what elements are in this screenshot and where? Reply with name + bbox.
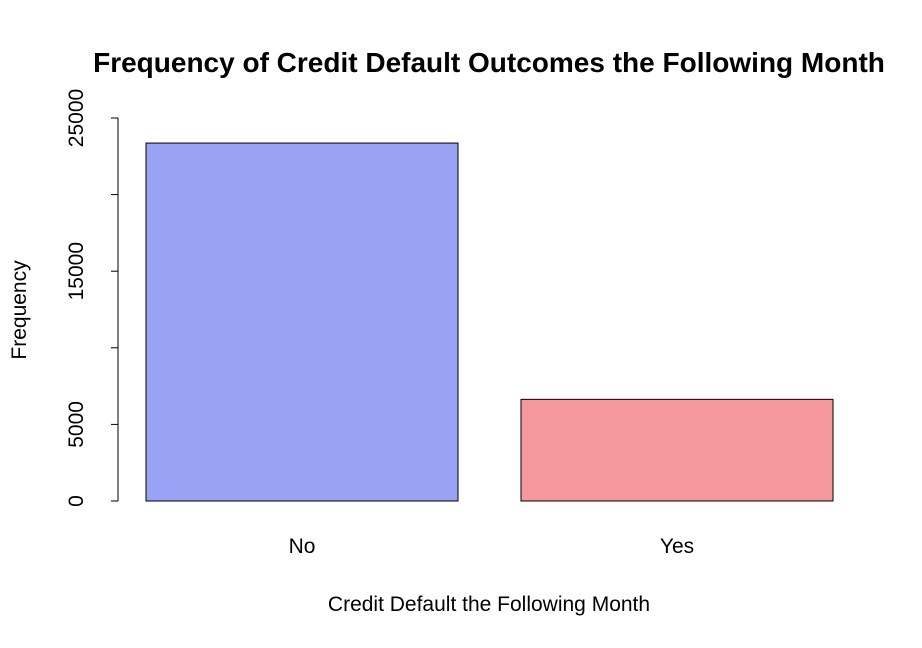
bars: [145, 142, 834, 502]
x-tick-label-no: No: [289, 535, 316, 558]
y-tick-label-5000: 5000: [65, 401, 88, 448]
bar-no: [145, 142, 459, 502]
y-axis: 0 5000 15000 25000: [65, 89, 119, 507]
y-tick-label-0: 0: [65, 495, 88, 507]
y-tick-label-15000: 15000: [65, 242, 88, 300]
chart-title: Frequency of Credit Default Outcomes the…: [93, 47, 885, 78]
bar-yes: [520, 398, 834, 502]
y-axis-label: Frequency: [8, 260, 31, 360]
x-tick-labels: No Yes: [289, 535, 695, 558]
x-tick-label-yes: Yes: [660, 535, 694, 558]
y-tick-label-25000: 25000: [65, 89, 88, 147]
x-axis-label: Credit Default the Following Month: [328, 593, 650, 616]
